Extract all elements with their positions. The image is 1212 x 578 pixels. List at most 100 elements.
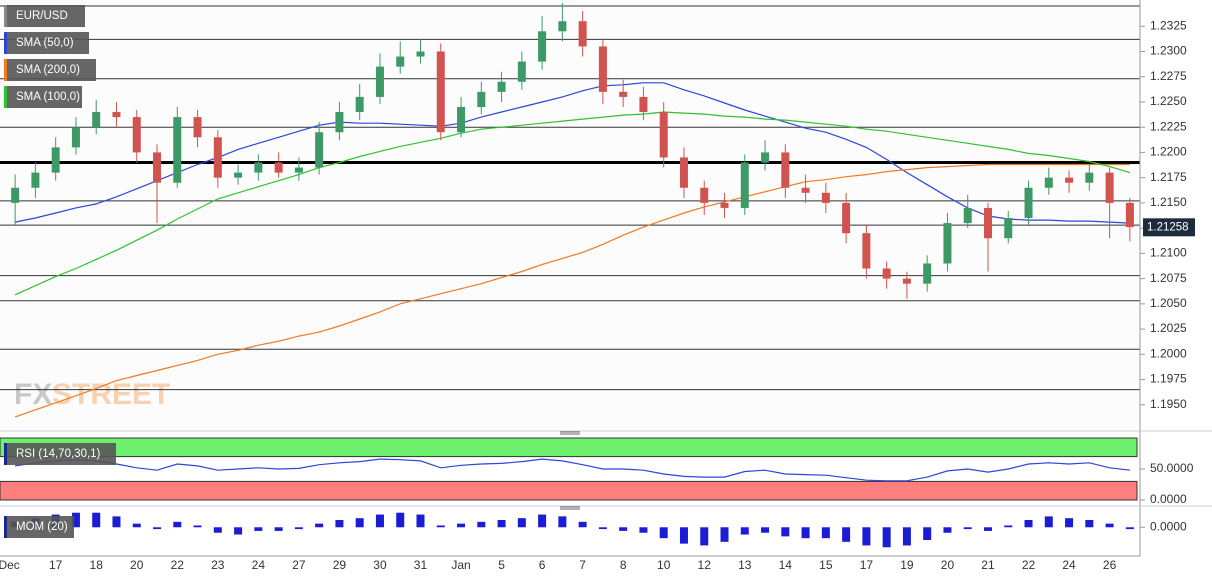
candle-body [882, 268, 891, 279]
mom-bar [497, 520, 506, 528]
candle-body [416, 51, 425, 57]
resize-grip[interactable] [560, 431, 580, 510]
candle-body [578, 21, 587, 47]
x-tick-label: 17 [49, 558, 63, 572]
x-tick-label: 8 [620, 558, 627, 572]
mom-bar [1065, 518, 1074, 528]
mom-bar [436, 525, 445, 528]
candle-body [720, 202, 729, 208]
indicator-label: RSI (14,70,30,1) [16, 448, 101, 460]
candle-body [963, 207, 972, 224]
rsi-line [15, 458, 1130, 482]
mom-bar [477, 521, 486, 528]
mom-bar [963, 527, 972, 530]
candle-body [213, 137, 222, 178]
candle-body [619, 91, 628, 97]
mom-plot [11, 512, 1134, 548]
mom-bar [355, 518, 364, 528]
y-tick-label: 1.2175 [1150, 170, 1187, 184]
mom-bar [619, 527, 628, 531]
indicator-button[interactable]: RSI (14,70,30,1) [4, 443, 116, 465]
mom-bar [1044, 516, 1053, 528]
mom-bar [700, 527, 709, 546]
x-tick-label: 14 [779, 558, 793, 572]
y-tick-label: 1.2050 [1150, 296, 1187, 310]
candle-body [51, 147, 60, 173]
x-tick-label: 31 [414, 558, 428, 572]
mom-bar [294, 527, 303, 530]
y-tick-label: 1.1950 [1150, 397, 1187, 411]
candle-body [842, 202, 851, 234]
legend-item[interactable]: SMA (100,0) [4, 86, 82, 108]
x-tick-label: 20 [130, 558, 144, 572]
x-tick-label: 15 [819, 558, 833, 572]
x-tick-label: 6 [539, 558, 546, 572]
y-tick-label: 1.2000 [1150, 346, 1187, 360]
mom-bar [902, 527, 911, 546]
candle-body [31, 172, 40, 188]
candle-body [71, 127, 80, 148]
symbol-button[interactable]: EUR/USD [4, 5, 85, 27]
x-tick-label: 24 [1062, 558, 1076, 572]
candle-body [740, 162, 749, 208]
candle-body [1085, 172, 1094, 183]
candle-body [821, 192, 830, 203]
legend-item[interactable]: SMA (200,0) [4, 59, 96, 81]
y-tick-label: 1.2300 [1150, 44, 1187, 58]
candle-body [153, 152, 162, 183]
y-tick-label: 1.2075 [1150, 271, 1187, 285]
mom-bar [375, 514, 384, 528]
candle-body [862, 233, 871, 269]
candle-body [781, 152, 790, 188]
x-tick-label: 22 [171, 558, 185, 572]
candle-body [1044, 177, 1053, 188]
mom-bar [943, 527, 952, 533]
x-tick-label: 5 [498, 558, 505, 572]
mom-bar [679, 527, 688, 544]
overbought-band [0, 437, 1138, 458]
candle-body [517, 61, 526, 82]
mom-bar [315, 523, 324, 528]
price-panel [0, 0, 1140, 428]
mom-bar [234, 527, 243, 535]
candle-body [234, 172, 243, 178]
candle-body [173, 117, 182, 183]
x-tick-label: 22 [1022, 558, 1036, 572]
candle-body [923, 263, 932, 284]
y-tick-label: 1.2200 [1150, 145, 1187, 159]
brand-street: STREET [52, 378, 170, 411]
mom-bar [1024, 520, 1033, 528]
x-tick-label: 18 [90, 558, 104, 572]
brand-fx: FX [14, 378, 52, 411]
legend-item[interactable]: SMA (50,0) [4, 32, 89, 54]
y-tick-label: 1.1975 [1150, 372, 1187, 386]
mom-bar [1125, 527, 1134, 530]
y-tick-label: 0.0000 [1150, 492, 1187, 506]
mom-bar [1105, 523, 1114, 528]
x-tick-label: Jan [451, 558, 470, 572]
x-tick-label: 23 [211, 558, 225, 572]
candle-body [679, 157, 688, 188]
indicator-button[interactable]: MOM (20) [4, 516, 74, 538]
mom-bar [821, 527, 830, 539]
last-price-tag [1143, 218, 1195, 237]
legend-label: SMA (200,0) [16, 64, 80, 76]
mom-bar [335, 520, 344, 528]
rsi-plot [0, 437, 1138, 501]
candle-body [112, 112, 121, 118]
mom-bar [416, 514, 425, 528]
candle-body [639, 96, 648, 113]
y-tick-label: 1.2225 [1150, 119, 1187, 133]
candle-body [315, 132, 324, 168]
price-plot [0, 3, 1140, 418]
axes: 1.2325 1.2300 1.2275 1.2250 1.2225 1.2200 1.21… [0, 18, 1195, 572]
candle-body [355, 96, 364, 113]
mom-bar [274, 527, 283, 531]
mom-bar [882, 527, 891, 548]
candle-body [11, 187, 20, 203]
y-tick-label: 1.2100 [1150, 246, 1187, 260]
mom-bar [71, 512, 80, 528]
candle-body [1105, 172, 1114, 203]
